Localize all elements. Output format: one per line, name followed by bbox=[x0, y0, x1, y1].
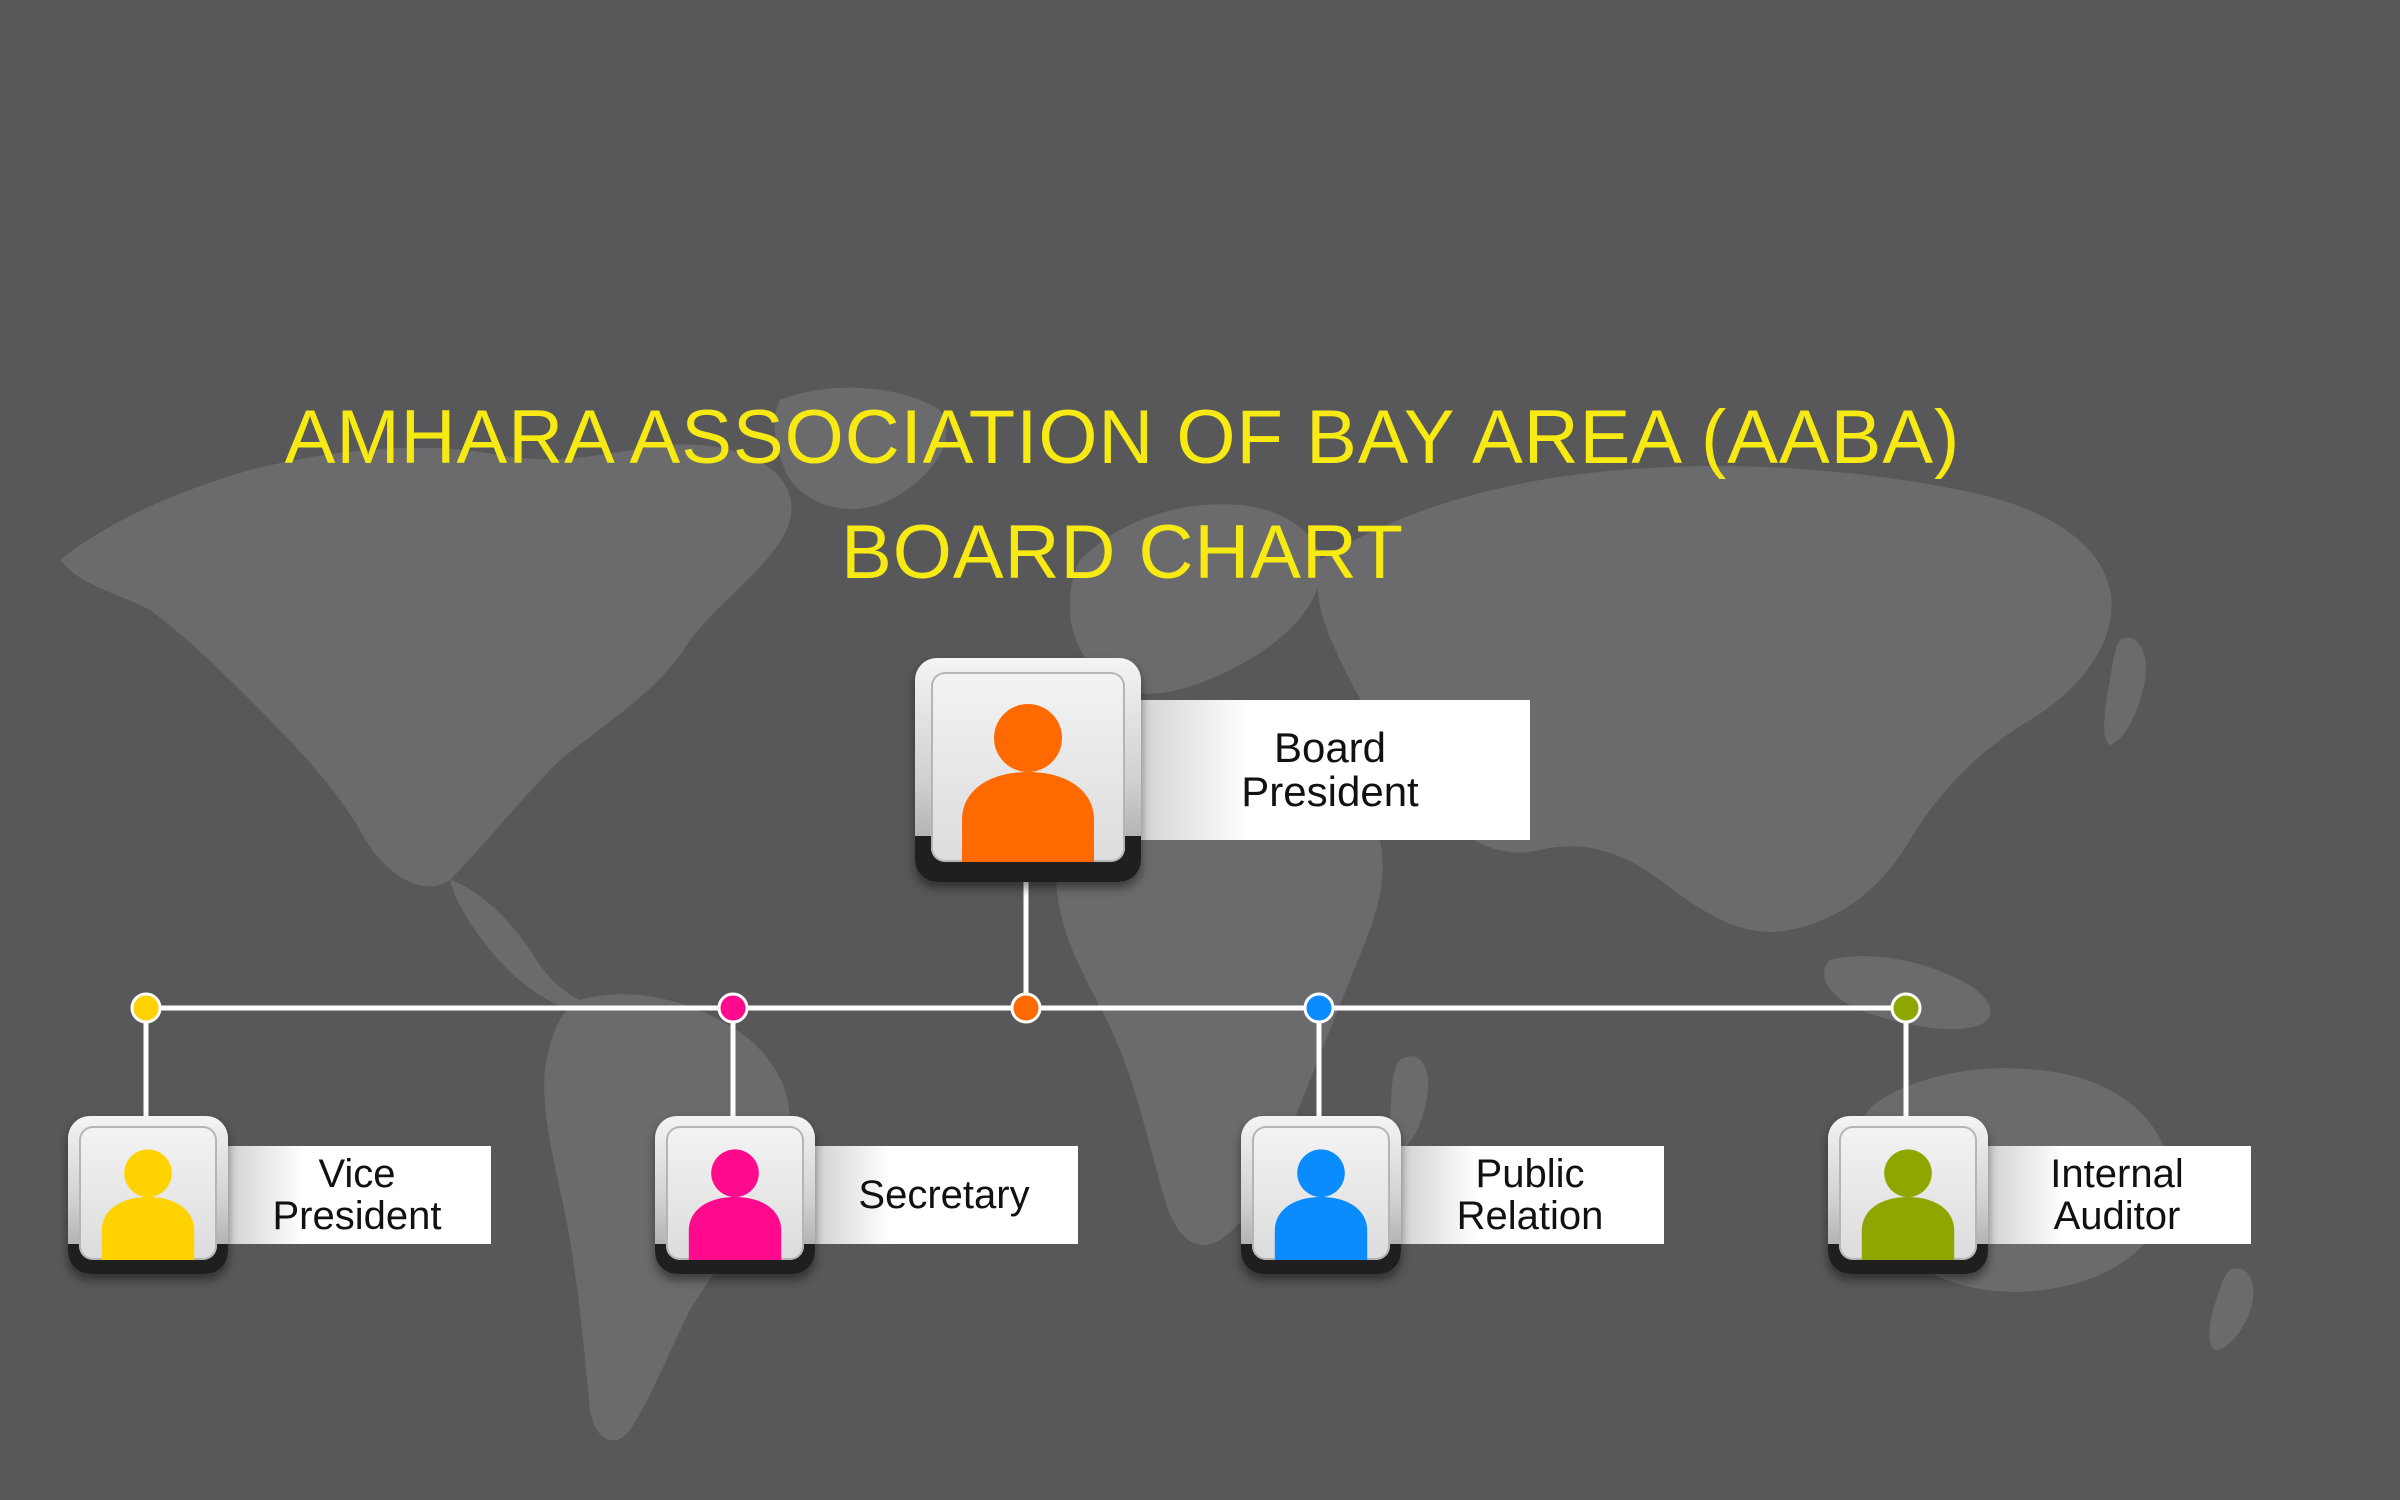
person-icon bbox=[101, 1149, 195, 1260]
board-president-label-line-1: Board bbox=[1273, 723, 1387, 771]
japan-shape bbox=[2104, 637, 2146, 745]
new-zealand-shape bbox=[2209, 1268, 2254, 1350]
internal-auditor-label: Internal Auditor bbox=[1983, 1146, 2251, 1244]
board-president-label-line-2: President bbox=[1241, 768, 1419, 815]
tile-face bbox=[79, 1126, 217, 1260]
internal-auditor-label-line-2: Auditor bbox=[2053, 1194, 2181, 1238]
public-relation-label-line-2: Relation bbox=[1456, 1194, 1604, 1238]
title-line-2: BOARD CHART bbox=[841, 510, 1404, 595]
tile-face bbox=[931, 672, 1125, 862]
person-icon bbox=[1861, 1149, 1955, 1260]
person-icon bbox=[688, 1149, 782, 1260]
president-dot bbox=[1010, 992, 1042, 1024]
tile-face bbox=[1252, 1126, 1390, 1260]
internal-auditor-dot bbox=[1890, 992, 1922, 1024]
north-america-shape bbox=[60, 444, 792, 887]
southeast-asia-islands-shape bbox=[1824, 956, 1991, 1030]
vice-president-label-line-2: President bbox=[272, 1194, 442, 1238]
internal-auditor-label-line-1: Internal bbox=[2050, 1152, 2184, 1196]
europe-shape bbox=[1070, 504, 1322, 694]
madagascar-shape bbox=[1390, 1056, 1429, 1150]
secretary-dot bbox=[717, 992, 749, 1024]
person-icon bbox=[962, 704, 1094, 862]
tile-face bbox=[1839, 1126, 1977, 1260]
secretary-label-line-1: Secretary bbox=[858, 1173, 1030, 1217]
vice-president-dot bbox=[130, 992, 162, 1024]
public-relation-tile bbox=[1241, 1116, 1401, 1274]
secretary-tile bbox=[655, 1116, 815, 1274]
central-america-shape bbox=[450, 880, 580, 1010]
public-relation-label-line-1: Public bbox=[1475, 1152, 1585, 1196]
public-relation-label: Public Relation bbox=[1396, 1146, 1664, 1244]
junction-dots bbox=[130, 992, 1922, 1024]
board-president-tile bbox=[915, 658, 1141, 882]
board-president-label: Board President bbox=[1130, 700, 1530, 840]
vice-president-tile bbox=[68, 1116, 228, 1274]
vice-president-label-line-1: Vice bbox=[318, 1152, 396, 1196]
internal-auditor-tile bbox=[1828, 1116, 1988, 1274]
secretary-label: Secretary bbox=[810, 1146, 1078, 1244]
tile-face bbox=[666, 1126, 804, 1260]
vice-president-label: Vice President bbox=[223, 1146, 491, 1244]
person-icon bbox=[1274, 1149, 1368, 1260]
greenland-shape bbox=[774, 387, 947, 509]
public-relation-dot bbox=[1303, 992, 1335, 1024]
title-line-1: AMHARA ASSOCIATION OF BAY AREA (AABA) bbox=[284, 395, 1961, 480]
chart-title: AMHARA ASSOCIATION OF BAY AREA (AABA) BO… bbox=[0, 380, 2245, 610]
